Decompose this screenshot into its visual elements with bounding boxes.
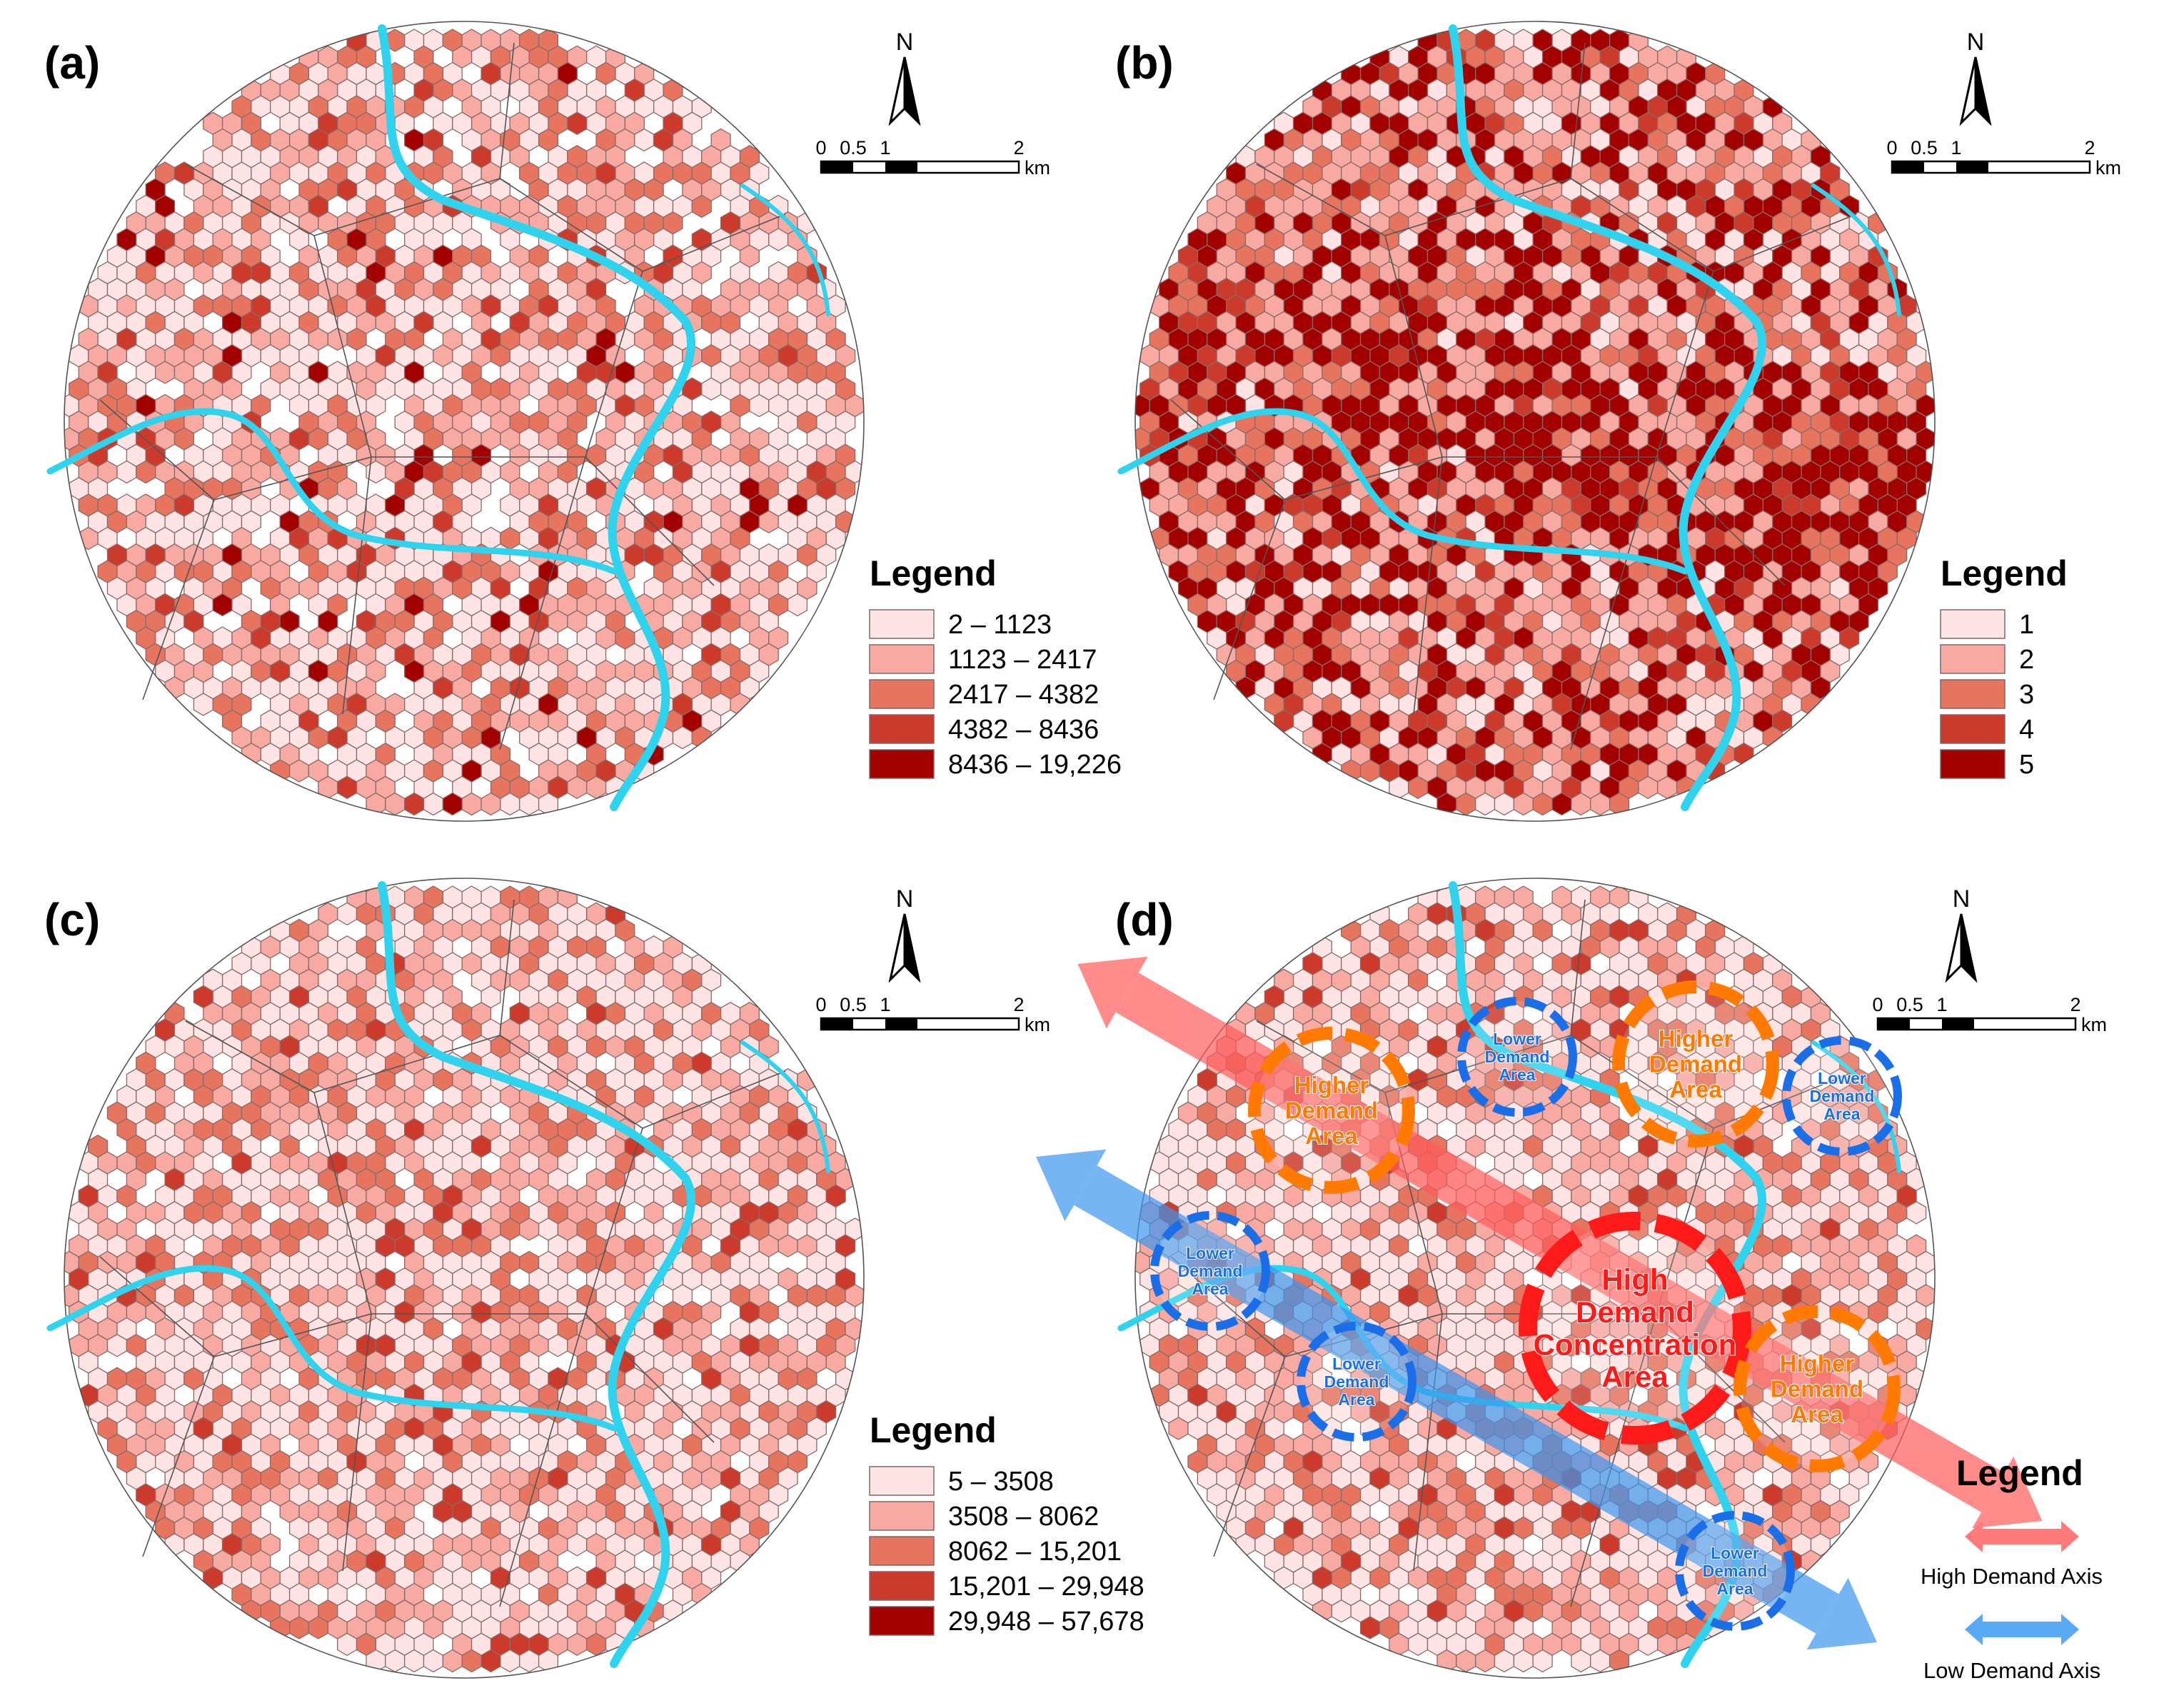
legend-label: 2 (2019, 645, 2034, 675)
panel-label-b: (b) (1115, 37, 1174, 89)
legend-swatch (869, 1501, 935, 1531)
hex-cell (787, 593, 808, 617)
legend-swatch (1940, 714, 2006, 744)
legend-c: Legend 5 – 3508 3508 – 8062 8062 – 15,201 15… (869, 1410, 1144, 1637)
rivers-b (1117, 24, 1901, 811)
hex-cell (1638, 775, 1659, 800)
hex-cell (164, 676, 185, 700)
legend-swatch (1940, 679, 2006, 709)
legend-label: 1123 – 2417 (948, 645, 1097, 675)
legend-swatch (1940, 609, 2006, 639)
legend-title-a: Legend (870, 553, 997, 593)
legend-label: 8062 – 15,201 (948, 1537, 1122, 1567)
hex-cell (567, 1533, 588, 1557)
hex-cell (337, 775, 358, 800)
legend-swatch (869, 679, 935, 709)
hex-grid-c (64, 885, 864, 1673)
hex-cell (1408, 775, 1429, 800)
legend-a: Legend 2 – 1123 1123 – 2417 2417 – 4382 4382… (869, 553, 1122, 780)
hex-cell (701, 377, 722, 401)
legend-swatch (1940, 749, 2006, 779)
hex-cell (337, 1632, 358, 1657)
legend-label: 3508 – 8062 (948, 1502, 1099, 1532)
hex-cell (1906, 1201, 1927, 1225)
hex-cell (567, 111, 588, 136)
legend-label: 8436 – 19,226 (948, 750, 1122, 780)
hex-cell (777, 1234, 798, 1258)
legend-swatch (1940, 644, 2006, 674)
hex-cell (241, 1599, 261, 1623)
legend-label: 1 (2019, 610, 2034, 640)
legend-label: 5 – 3508 (948, 1467, 1054, 1497)
legend-swatch (869, 1536, 935, 1566)
legend-swatch (869, 1606, 935, 1636)
panel-label-a: (a) (44, 37, 100, 89)
legend-title-c: Legend (870, 1410, 997, 1450)
hex-cell (1274, 709, 1294, 733)
legend-label: 29,948 – 57,678 (948, 1607, 1144, 1637)
legend-swatch (869, 644, 935, 674)
legend-swatch (869, 714, 935, 744)
panel-c: (c) Legend 5 – 3508 3508 – 8062 8062 – 15,2… (44, 878, 1144, 1679)
legend-label: 3 (2019, 680, 2034, 710)
legend-label: 15,201 – 29,948 (948, 1572, 1144, 1602)
legend-swatch (869, 609, 935, 639)
hex-cell (164, 1533, 185, 1557)
panel-b: (b) Legend 1 2 3 4 5 (1115, 21, 2068, 822)
hex-cell (203, 1566, 223, 1590)
legend-label: 5 (2019, 750, 2034, 780)
district-boundaries-b (1134, 21, 1936, 822)
legend-label: 2417 – 4382 (948, 680, 1099, 710)
rivers-a (46, 24, 830, 811)
hex-cell (567, 1632, 588, 1657)
panel-label-c: (c) (44, 894, 100, 945)
legend-b: Legend 1 2 3 4 5 (1940, 553, 2068, 780)
hex-cell (241, 743, 261, 766)
hex-cell (691, 194, 712, 218)
legend-swatch (869, 1571, 935, 1601)
legend-label: 2 – 1123 (948, 610, 1052, 640)
legend-swatch (869, 749, 935, 779)
hex-cell (337, 902, 358, 926)
hex-grid-b (1135, 29, 1935, 816)
legend-label: 4382 – 8436 (948, 715, 1099, 745)
hex-cell (567, 775, 588, 800)
legend-title-b: Legend (1941, 553, 2068, 593)
hex-cell (1312, 743, 1332, 766)
panel-a: (a) Legend 2 – 1123 1123 – 2417 2417 – 4382… (44, 21, 1122, 822)
legend-swatch (869, 1466, 935, 1496)
hex-cell (1235, 676, 1256, 700)
legend-label: 4 (2019, 715, 2034, 745)
hex-grid-a (64, 29, 864, 816)
